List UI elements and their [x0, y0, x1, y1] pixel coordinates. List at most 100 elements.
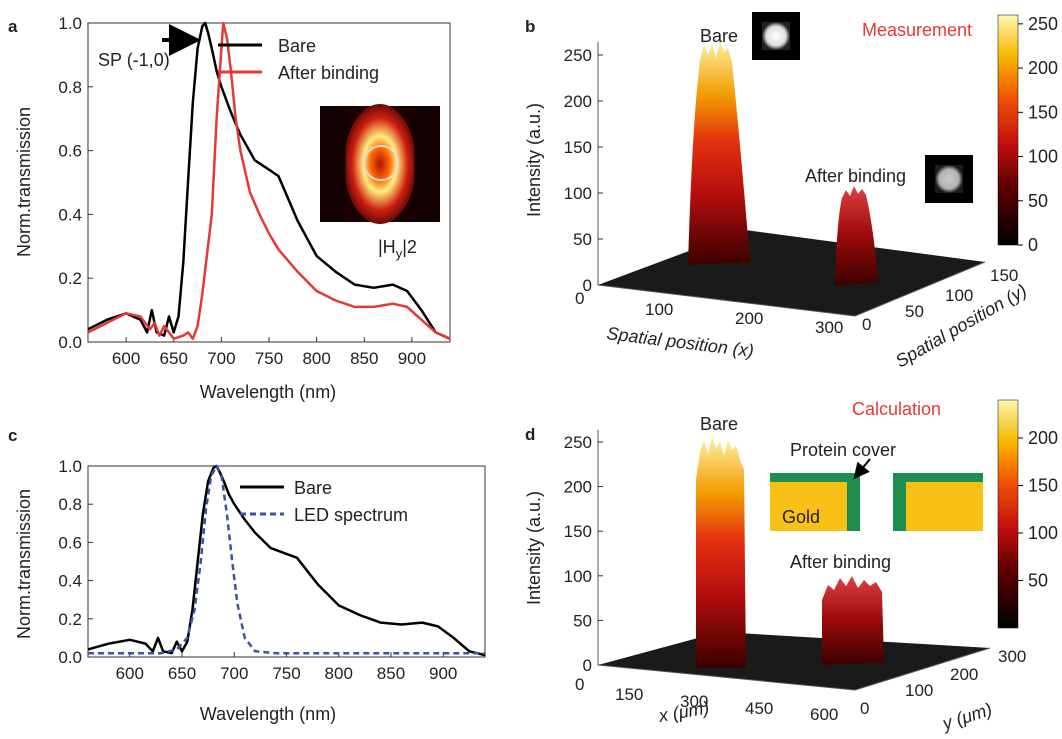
panel-b-after-image: [925, 155, 973, 203]
panel-b-title: Measurement: [862, 20, 972, 40]
panel-d-cbar-label: 50: [1028, 571, 1048, 591]
panel-c-ytick-label: 1.0: [58, 457, 82, 476]
panel-a-xtick-label: 650: [160, 349, 188, 368]
panel-b-zlabel: Intensity (a.u.): [524, 103, 544, 217]
panel-d-cbar-label: 150: [1028, 476, 1058, 496]
panel-d-ztick-label: 200: [564, 478, 592, 497]
panel-c-xtick-label: 750: [272, 664, 300, 683]
legend-c-led-label: LED spectrum: [294, 505, 408, 525]
field-inset: [320, 104, 440, 224]
panel-d-ytick-0: 0: [860, 699, 869, 718]
panel-d-after-label: After binding: [790, 552, 891, 572]
panel-d-y-axis: [854, 647, 991, 691]
panel-label-b: b: [525, 17, 535, 36]
panel-label-d: d: [525, 425, 535, 444]
panel-a-series-after-binding: [87, 21, 451, 341]
panel-d-zticks: 0 50 100 150 200 250: [564, 433, 603, 675]
legend-c-bare-label: Bare: [294, 478, 332, 498]
panel-d: d Calculation 0 50 100 150 200 250 Bare After…: [524, 399, 1058, 734]
protein-gold-diagram: [770, 458, 983, 531]
panel-a-ytick-label: 1.0: [58, 14, 82, 33]
panel-d-ytick-3: 300: [998, 647, 1026, 666]
panel-b-ytick-0: 0: [862, 315, 871, 334]
panel-b-ytick-1: 50: [905, 302, 924, 321]
panel-c-ylabel: Norm.transmission: [14, 489, 34, 639]
sp-annotation: SP (-1,0): [98, 50, 170, 70]
panel-c: c 600 650 700 750 800 850 900 0.0 0.2 0.4 0.6 0.8 1.…: [8, 426, 486, 724]
panel-d-cbar-label: 100: [1028, 523, 1058, 543]
legend-a-bare-label: Bare: [278, 36, 316, 56]
panel-d-ylabel: y (μm): [938, 699, 994, 734]
panel-d-xtick-1: 150: [615, 685, 643, 704]
panel-a-ytick-label: 0.8: [58, 78, 82, 97]
inset-label: |Hy|2: [378, 237, 417, 261]
panel-c-xtick-label: 700: [220, 664, 248, 683]
panel-label-c: c: [8, 426, 17, 445]
panel-d-ztick-label: 50: [573, 611, 592, 630]
panel-b-zticks: 0 50 100 150 200 250: [564, 46, 603, 295]
panel-d-xlabel: x (μm): [656, 697, 711, 726]
panel-b-xtick-2: 200: [735, 309, 763, 328]
panel-b: b Measurement 0 50 100 150 200 250 Bare After…: [524, 12, 1058, 371]
panel-d-zlabel: Intensity (a.u.): [524, 491, 544, 605]
panel-b-y-axis: [854, 261, 986, 317]
panel-b-peak-bare: [688, 40, 750, 265]
panel-b-bare-label: Bare: [700, 26, 738, 46]
panel-d-bare-label: Bare: [700, 414, 738, 434]
legend-a-after-label: After binding: [278, 63, 379, 83]
panel-b-colorbar: [997, 14, 1019, 246]
panel-c-xtick-label: 850: [377, 664, 405, 683]
panel-b-xtick-1: 100: [645, 300, 673, 319]
panel-b-ztick-label: 100: [564, 184, 592, 203]
panel-c-frame: [87, 465, 486, 658]
panel-b-after-label: After binding: [805, 166, 906, 186]
panel-b-cbar-label: 200: [1028, 58, 1058, 78]
panel-a-xtick-label: 750: [255, 349, 283, 368]
panel-d-xtick-4: 600: [810, 705, 838, 724]
panel-b-ztick-label: 0: [583, 276, 592, 295]
panel-a-ytick-label: 0.4: [58, 205, 82, 224]
panel-b-xtick-0: 0: [575, 289, 584, 308]
panel-c-ytick-label: 0.0: [58, 648, 82, 667]
panel-d-ztick-label: 250: [564, 433, 592, 452]
panel-a-xlabel: Wavelength (nm): [200, 382, 336, 402]
panel-b-cbar-label: 100: [1028, 147, 1058, 167]
panel-c-series-led-spectrum: [88, 464, 485, 655]
panel-b-cbar-label: 150: [1028, 102, 1058, 122]
panel-a-xtick-label: 600: [112, 349, 140, 368]
panel-b-xlabel: Spatial position (x): [606, 323, 755, 361]
panel-c-ytick-label: 0.2: [58, 610, 82, 629]
panel-c-ytick-label: 0.8: [58, 495, 82, 514]
panel-d-cbar-label: 200: [1028, 428, 1058, 448]
panel-a-ytick-label: 0.2: [58, 269, 82, 288]
protein-cover-label: Protein cover: [790, 440, 896, 460]
panel-b-cbar-label: 50: [1028, 191, 1048, 211]
panel-c-ytick-label: 0.6: [58, 533, 82, 552]
panel-a-xtick-label: 900: [398, 349, 426, 368]
panel-c-xtick-label: 600: [116, 664, 144, 683]
gold-label: Gold: [782, 507, 820, 527]
panel-c-xtick-label: 650: [168, 664, 196, 683]
panel-a-ylabel: Norm.transmission: [14, 107, 34, 257]
panel-b-ztick-label: 200: [564, 92, 592, 111]
panel-c-xtick-label: 900: [429, 664, 457, 683]
panel-a-ytick-label: 0.0: [58, 333, 82, 352]
panel-d-xtick-2: 300: [680, 692, 708, 711]
panel-b-x-axis: [597, 284, 856, 317]
panel-c-xlabel: Wavelength (nm): [200, 704, 336, 724]
panel-a-xtick-label: 850: [350, 349, 378, 368]
panel-b-bare-image: [752, 12, 800, 60]
panel-c-plot: 600 650 700 750 800 850 900 0.0 0.2 0.4 0.6 0.8 1.0: [58, 457, 486, 683]
panel-b-peak-after: [835, 186, 878, 286]
panel-b-ztick-label: 250: [564, 46, 592, 65]
panel-a-ytick-label: 0.6: [58, 142, 82, 161]
panel-a-plot: 600 650 700 750 800 850 900 0.0 0.2 0.4 0.6 0.8 1.0: [58, 14, 451, 368]
panel-b-ytick-2: 100: [945, 286, 973, 305]
panel-b-ztick-label: 150: [564, 138, 592, 157]
panel-d-peak-after: [822, 576, 884, 665]
panel-b-ytick-3: 150: [990, 266, 1018, 285]
panel-d-ztick-label: 0: [583, 656, 592, 675]
panel-d-ytick-2: 200: [950, 665, 978, 684]
panel-d-xtick-0: 0: [575, 675, 584, 694]
